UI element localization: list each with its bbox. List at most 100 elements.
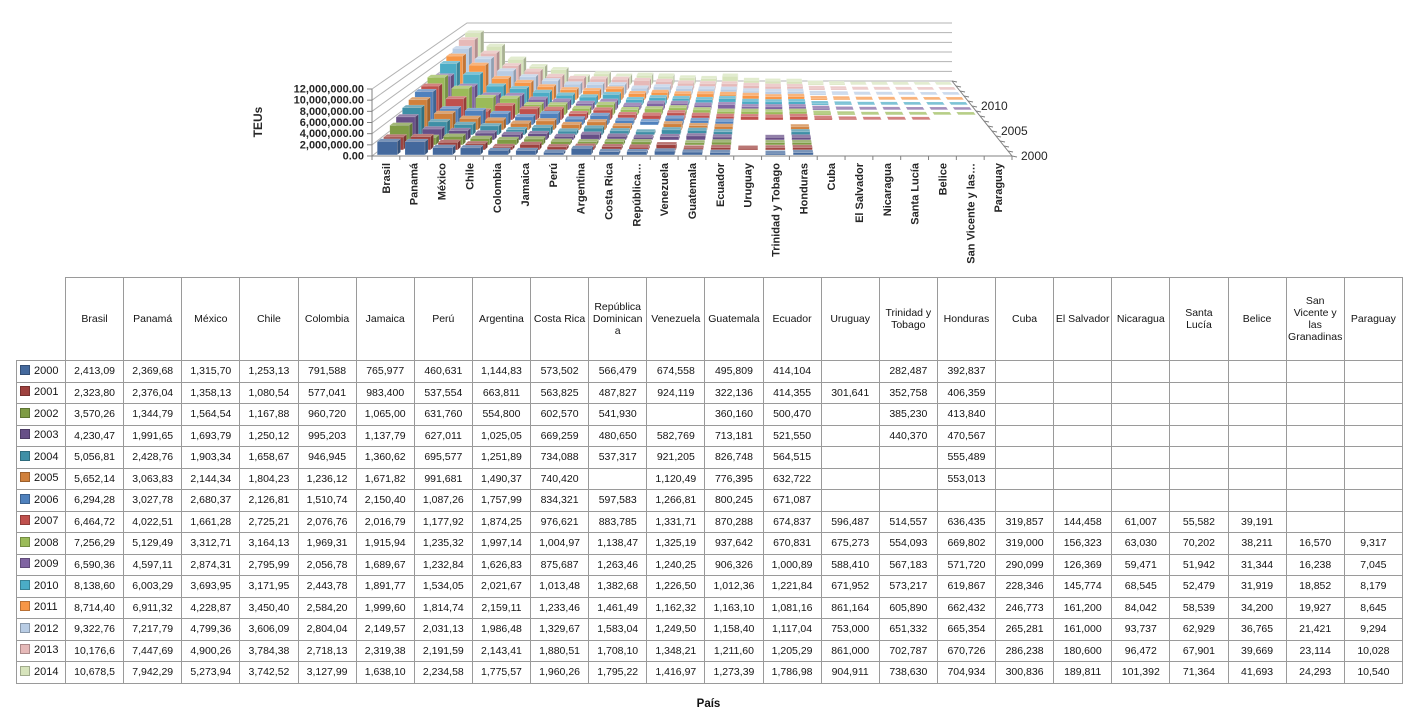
bar-top-2001-6 — [546, 143, 570, 148]
bar-top-2001-15 — [792, 144, 813, 148]
year-cell: 2007 — [16, 510, 66, 533]
bar-2002-14 — [765, 142, 785, 146]
value-axis-tick-label: 12,000,000.00 — [294, 84, 364, 96]
bar-top-2011-4 — [536, 83, 557, 88]
table-cell: 554,093 — [878, 532, 938, 555]
bar-top-2011-22 — [945, 96, 965, 101]
bar-top-2011-11 — [696, 91, 715, 95]
series-2008 — [426, 74, 977, 116]
bar-2003-10 — [659, 136, 680, 141]
table-cell: 352,758 — [878, 381, 938, 404]
table-cell: 2,143,41 — [471, 639, 532, 662]
bar-top-2006-12 — [715, 118, 734, 122]
bar-top-2009-17 — [835, 106, 854, 110]
bar-top-2007-10 — [666, 109, 686, 114]
bar-top-2014-11 — [700, 75, 718, 79]
table-cell — [1343, 360, 1404, 383]
bar-top-2009-15 — [788, 103, 807, 108]
table-cell: 1,708,10 — [588, 639, 648, 662]
legend-swatch-2004 — [20, 450, 30, 461]
bar-2010-13 — [741, 101, 759, 106]
table-cell: 1,358,13 — [181, 381, 241, 404]
bar-top-2013-3 — [523, 68, 544, 72]
bar-top-2011-14 — [765, 93, 782, 98]
bar-2001-15 — [792, 147, 813, 151]
bar-top-2005-12 — [714, 123, 734, 127]
table-cell: 3,693,95 — [181, 575, 241, 598]
table-cell: 6,590,36 — [64, 553, 125, 576]
table-cell: 7,217,79 — [123, 618, 183, 641]
bar-top-2000-5 — [515, 147, 539, 151]
bar-2014-17 — [829, 83, 846, 86]
table-cell: 1,117,04 — [762, 618, 822, 641]
bar-2002-15 — [792, 142, 812, 146]
table-cell — [1111, 446, 1171, 469]
table-cell: 1,329,67 — [529, 618, 590, 641]
bar-2000-4 — [487, 150, 509, 156]
bar-top-2005-0 — [408, 96, 431, 101]
category-tick-label: Honduras — [798, 163, 810, 214]
column-header: Perú — [413, 277, 473, 361]
bar-top-2004-7 — [583, 125, 605, 129]
table-cell: 1,795,22 — [588, 661, 648, 684]
table-cell — [820, 489, 880, 512]
bar-2003-7 — [580, 134, 600, 141]
table-cell: 1,000,89 — [762, 553, 822, 576]
table-cell: 834,321 — [529, 489, 590, 512]
value-axis-tick-label: 8,000,000.00 — [300, 106, 364, 118]
bar-top-2010-21 — [925, 101, 946, 106]
bar-top-2006-7 — [589, 112, 611, 116]
table-cell: 991,681 — [413, 467, 473, 490]
legend-swatch-2010 — [20, 579, 30, 590]
bar-top-2013-8 — [633, 77, 652, 81]
table-cell: 636,435 — [936, 510, 997, 533]
bar-top-2008-5 — [547, 102, 568, 106]
year-cell: 2013 — [16, 639, 66, 662]
bar-top-2011-15 — [787, 93, 805, 97]
bar-top-2002-8 — [604, 138, 626, 142]
table-cell — [820, 446, 880, 469]
category-tick-label: Guatemala — [687, 162, 699, 219]
bar-top-2005-7 — [586, 119, 608, 123]
bar-top-2001-10 — [656, 141, 678, 145]
bar-top-2012-1 — [474, 56, 495, 60]
table-cell — [1227, 403, 1287, 426]
bar-top-2005-15 — [790, 123, 810, 128]
bar-top-2001-12 — [710, 144, 732, 148]
table-cell: 1,211,60 — [704, 639, 764, 662]
table-cell: 669,259 — [529, 424, 590, 447]
table-cell: 3,171,95 — [239, 575, 299, 598]
bar-top-2004-3 — [479, 123, 502, 127]
table-cell: 946,945 — [297, 446, 357, 469]
column-header: Santa Lucía — [1169, 277, 1229, 361]
table-cell: 7,256,29 — [64, 532, 125, 555]
bar-top-2002-0 — [389, 122, 414, 126]
table-cell: 2,443,78 — [297, 575, 357, 598]
bar-top-2009-5 — [551, 98, 572, 102]
table-cell: 1,382,68 — [588, 575, 648, 598]
table-cell: 870,288 — [704, 510, 764, 533]
table-cell — [878, 467, 938, 490]
table-cell: 921,205 — [646, 446, 706, 469]
table-cell: 23,114 — [1285, 639, 1345, 662]
bar-top-2009-3 — [504, 92, 525, 96]
table-cell: 322,136 — [704, 381, 764, 404]
bar-top-2006-2 — [464, 107, 487, 111]
table-cell: 21,421 — [1285, 618, 1345, 641]
table-cell: 34,200 — [1227, 596, 1287, 619]
table-cell: 1,360,62 — [355, 446, 415, 469]
table-cell: 319,857 — [994, 510, 1055, 533]
legend-swatch-2001 — [20, 386, 30, 397]
table-cell: 1,177,92 — [413, 510, 473, 533]
table-cell: 1,903,34 — [181, 446, 241, 469]
table-cell: 2,234,58 — [413, 661, 473, 684]
table-cell — [1285, 489, 1345, 512]
table-cell: 19,927 — [1285, 596, 1345, 619]
bar-2000-9 — [626, 151, 647, 156]
table-cell: 1,461,49 — [588, 596, 648, 619]
table-cell — [1053, 403, 1113, 426]
column-header: Trinidad y Tobago — [878, 277, 938, 361]
table-cell: 3,063,83 — [123, 467, 183, 490]
depth-axis-tick-label: 2010 — [981, 99, 1008, 113]
bar-top-2004-5 — [531, 124, 554, 128]
